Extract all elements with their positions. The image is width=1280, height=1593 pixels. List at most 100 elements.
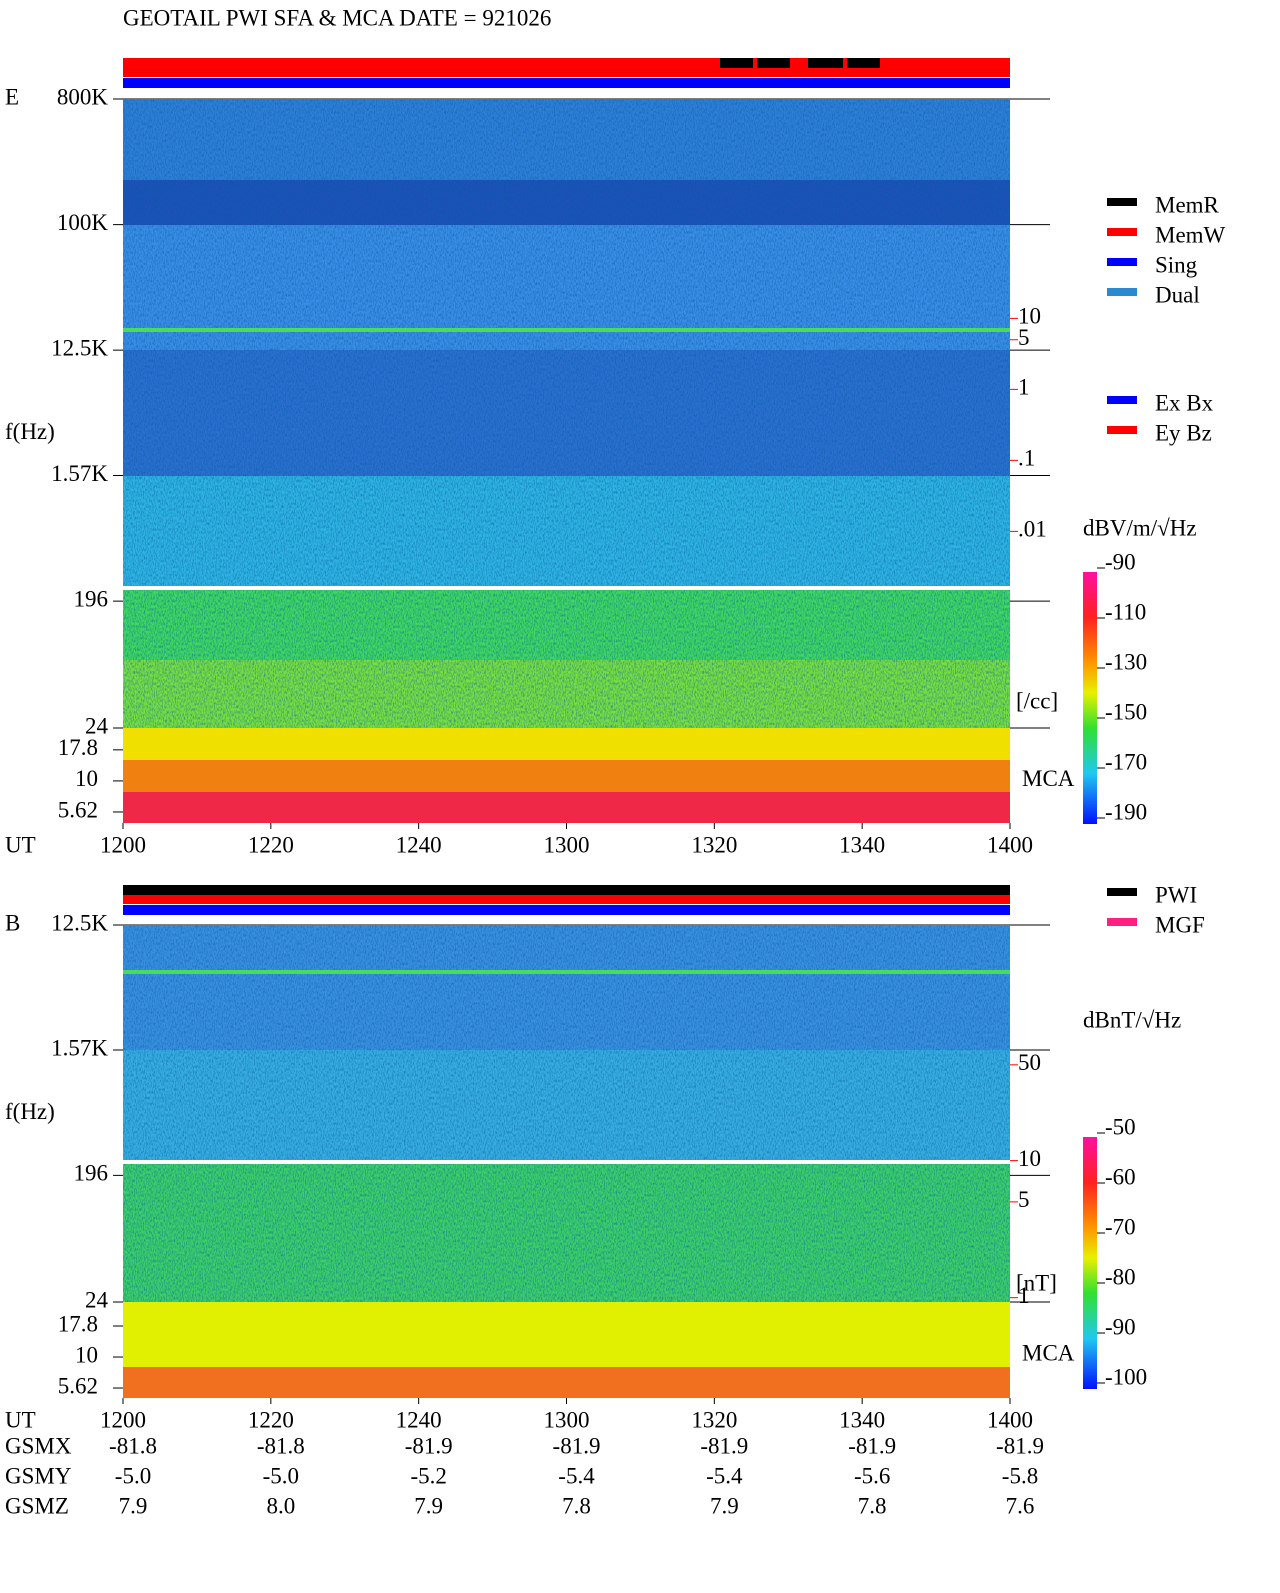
legend-label: MemR [1155, 192, 1220, 217]
y-tick-label: 12.5K [51, 910, 108, 935]
mca-tick-label: 5.62 [58, 1373, 98, 1398]
y-tick-label: 24 [85, 1287, 109, 1312]
ephemeris-value: -81.9 [996, 1433, 1044, 1458]
x-tick-label: 1400 [987, 1407, 1033, 1432]
spectrogram-noise [123, 925, 1010, 1302]
colorbar-label: dBV/m/√Hz [1083, 515, 1197, 540]
legend-swatch [1107, 888, 1137, 896]
colorbar-tick-label: -100 [1105, 1364, 1147, 1389]
ephemeris-value: -5.8 [1002, 1463, 1038, 1488]
x-tick-label: 1340 [839, 1407, 885, 1432]
y2-tick-label: 10 [1018, 304, 1041, 329]
spectrogram-line [123, 586, 1010, 590]
y-tick-label: 196 [74, 586, 109, 611]
y2-tick-label: 5 [1018, 325, 1030, 350]
x-axis-label: UT [5, 832, 36, 857]
colorbar [1083, 1137, 1097, 1389]
colorbar [1083, 572, 1097, 824]
colorbar-tick-label: -110 [1105, 599, 1146, 624]
legend-swatch [1107, 288, 1137, 296]
ephemeris-value: -5.0 [263, 1463, 299, 1488]
legend-label: PWI [1155, 882, 1197, 907]
legend-swatch [1107, 228, 1137, 236]
colorbar-tick-label: -190 [1105, 799, 1147, 824]
y2-tick-label: 10 [1018, 1146, 1041, 1171]
y-tick-label: 1.57K [51, 461, 108, 486]
status-bar [123, 68, 1010, 77]
ephemeris-value: -81.9 [700, 1433, 748, 1458]
x-tick-label: 1200 [100, 1407, 146, 1432]
legend-swatch [1107, 258, 1137, 266]
y2-tick-label: 1 [1018, 375, 1030, 400]
y2-tick-label: 1 [1018, 1283, 1030, 1308]
colorbar-tick-label: -170 [1105, 749, 1147, 774]
colorbar-tick-label: -60 [1105, 1164, 1136, 1189]
legend-label: MemW [1155, 222, 1226, 247]
spectrogram-line [123, 1160, 1010, 1164]
status-bar [123, 78, 1010, 88]
ephemeris-value: 7.8 [858, 1493, 887, 1518]
ephemeris-value: -5.6 [854, 1463, 890, 1488]
mca-tick-label: 10 [75, 1342, 98, 1367]
spectrogram-noise [123, 99, 1010, 728]
ephemeris-value: -81.9 [848, 1433, 896, 1458]
spectrogram-line [123, 970, 1010, 974]
status-segment [808, 58, 843, 68]
x-tick-label: 1200 [100, 832, 146, 857]
mca-label: MCA [1022, 766, 1075, 791]
panel-label: B [5, 910, 20, 935]
spectrogram-line [123, 328, 1010, 332]
spectrogram-band [123, 1302, 1010, 1367]
legend-swatch [1107, 426, 1137, 434]
legend-label: Dual [1155, 282, 1200, 307]
y2-label: [nT] [1016, 1270, 1057, 1295]
ephemeris-value: -81.8 [109, 1433, 157, 1458]
mca-tick-label: 17.8 [58, 1311, 98, 1336]
mca-tick-label: 17.8 [58, 735, 98, 760]
y2-label: [/cc] [1016, 688, 1058, 713]
legend-swatch [1107, 396, 1137, 404]
status-segment [757, 58, 790, 68]
ephemeris-name: GSMX [5, 1433, 72, 1458]
status-bar [123, 895, 1010, 904]
ephemeris-value: 7.8 [562, 1493, 591, 1518]
ephemeris-value: 7.9 [710, 1493, 739, 1518]
colorbar-tick-label: -70 [1105, 1214, 1136, 1239]
x-tick-label: 1240 [396, 832, 442, 857]
colorbar-tick-label: -50 [1105, 1114, 1136, 1139]
y2-tick-label: 50 [1018, 1050, 1041, 1075]
mca-tick-label: 5.62 [58, 797, 98, 822]
colorbar-tick-label: -90 [1105, 1314, 1136, 1339]
y-tick-label: 24 [85, 713, 109, 738]
ephemeris-value: -5.4 [558, 1463, 595, 1488]
legend-label: Sing [1155, 252, 1198, 277]
ephemeris-value: -81.9 [405, 1433, 453, 1458]
mca-tick-label: 10 [75, 766, 98, 791]
y-tick-label: 196 [74, 1161, 109, 1186]
panel-label: E [5, 84, 19, 109]
spectrogram-band [123, 728, 1010, 760]
ephemeris-value: -5.0 [115, 1463, 151, 1488]
x-tick-label: 1400 [987, 832, 1033, 857]
colorbar-tick-label: -90 [1105, 549, 1136, 574]
spectrogram-band [123, 1367, 1010, 1398]
ephemeris-value: -81.8 [257, 1433, 305, 1458]
ephemeris-value: -5.4 [706, 1463, 743, 1488]
colorbar-tick-label: -130 [1105, 649, 1147, 674]
mca-label: MCA [1022, 1340, 1075, 1365]
status-bar [123, 905, 1010, 915]
y-tick-label: 100K [57, 210, 109, 235]
x-tick-label: 1220 [248, 1407, 294, 1432]
y-tick-label: 1.57K [51, 1035, 108, 1060]
y2-tick-label: 5 [1018, 1187, 1030, 1212]
ephemeris-value: 7.9 [119, 1493, 148, 1518]
status-segment [720, 58, 753, 68]
status-bar [123, 58, 1010, 68]
ephemeris-value: -81.9 [553, 1433, 601, 1458]
spectrogram-band [123, 792, 1010, 823]
ephemeris-name: GSMZ [5, 1493, 69, 1518]
x-tick-label: 1240 [396, 1407, 442, 1432]
ephemeris-value: 7.6 [1006, 1493, 1035, 1518]
colorbar-tick-label: -150 [1105, 699, 1147, 724]
